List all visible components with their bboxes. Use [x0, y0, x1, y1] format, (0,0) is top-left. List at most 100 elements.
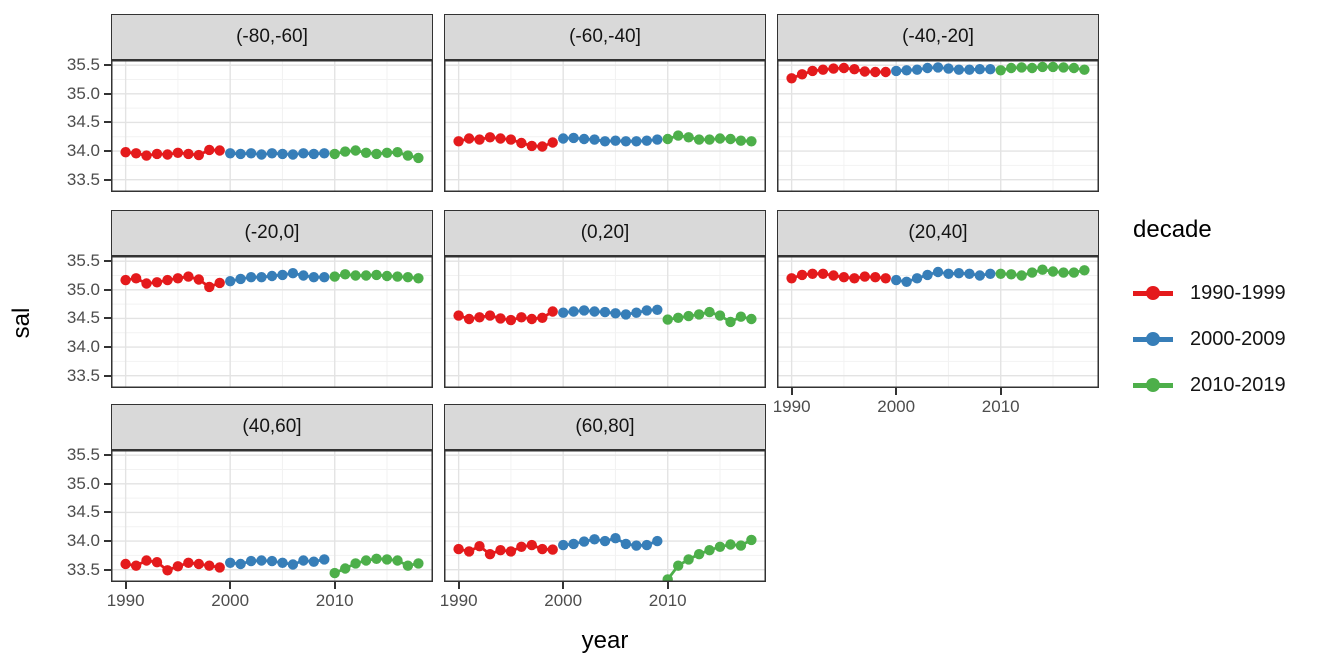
legend-key-glyph — [1133, 280, 1173, 306]
data-point — [828, 63, 839, 74]
data-point — [204, 281, 215, 293]
data-point — [725, 316, 736, 328]
data-point — [413, 152, 424, 164]
data-point — [599, 535, 611, 547]
data-point — [1058, 267, 1069, 278]
y-tick-label: 33.5 — [66, 365, 100, 385]
x-tick-label: 2010 — [648, 591, 687, 610]
data-point — [495, 313, 506, 324]
facet-strip-label: (-20,0] — [244, 222, 300, 243]
data-point — [849, 273, 860, 284]
x-tick-mark — [895, 388, 898, 395]
facet-strip-label: (-60,-40] — [569, 26, 641, 47]
legend-item: 1990-1999 — [1133, 270, 1286, 316]
data-point — [453, 543, 464, 555]
data-point — [673, 130, 684, 141]
data-point — [298, 555, 309, 566]
data-point — [319, 272, 330, 283]
data-point — [413, 558, 424, 569]
facet-strip: (60,80] — [444, 404, 766, 450]
y-tick-mark — [104, 511, 111, 514]
y-tick-label: 35.5 — [66, 445, 100, 465]
data-point — [922, 62, 933, 74]
data-point — [1037, 264, 1048, 275]
data-point — [641, 135, 652, 146]
x-axis-title: year — [581, 627, 629, 654]
data-point — [308, 148, 319, 160]
data-point — [516, 312, 527, 323]
data-point — [704, 306, 715, 318]
data-point — [578, 536, 590, 547]
data-point — [652, 134, 663, 145]
data-point — [516, 137, 527, 149]
data-point — [151, 277, 163, 288]
data-point — [1068, 267, 1080, 278]
y-tick-label: 35.5 — [66, 55, 100, 75]
facet-strip: (-80,-60] — [111, 14, 433, 60]
data-point — [870, 272, 881, 283]
data-point — [943, 268, 954, 279]
data-point — [932, 266, 944, 278]
data-point — [287, 149, 299, 160]
panel-background — [777, 60, 1099, 192]
data-point — [859, 66, 870, 77]
data-point — [558, 539, 569, 551]
data-point — [319, 148, 330, 159]
facet-panel — [777, 256, 1099, 388]
data-point — [746, 313, 757, 325]
data-point — [891, 274, 902, 286]
data-point — [505, 314, 517, 326]
data-point — [704, 545, 715, 556]
data-point — [266, 148, 278, 159]
data-point — [474, 541, 485, 552]
data-point — [1079, 265, 1090, 276]
data-point — [204, 144, 215, 156]
data-point — [547, 137, 558, 148]
data-point — [714, 310, 726, 321]
data-point — [631, 136, 642, 147]
y-tick-label: 34.5 — [66, 308, 100, 328]
data-point — [746, 534, 757, 546]
series-line-1990-1999 — [458, 543, 553, 556]
x-tick-label: 2000 — [877, 397, 916, 416]
data-point — [516, 541, 527, 552]
x-tick-mark — [666, 582, 669, 589]
data-point — [714, 133, 726, 144]
series-line-1990-1999 — [125, 275, 221, 289]
data-point — [662, 133, 673, 145]
data-point — [402, 150, 414, 161]
data-point — [537, 543, 548, 555]
data-point — [568, 132, 579, 144]
data-point — [183, 557, 194, 568]
data-point — [610, 308, 621, 319]
legend-point-swatch — [1146, 378, 1160, 392]
series-line-2000-2009 — [230, 151, 325, 156]
data-point — [911, 273, 923, 284]
data-point — [807, 268, 818, 279]
data-point — [193, 558, 204, 570]
data-point — [620, 538, 632, 550]
facet-strip-label: (60,80] — [575, 416, 635, 437]
series-line-2000-2009 — [563, 536, 658, 548]
data-point — [558, 307, 569, 318]
data-point — [172, 273, 184, 284]
data-point — [953, 64, 965, 75]
data-point — [1058, 62, 1069, 73]
legend-item-label: 2010-2019 — [1190, 373, 1286, 396]
data-point — [807, 65, 818, 77]
data-point — [329, 148, 340, 160]
data-point — [631, 307, 642, 318]
y-tick-label: 35.0 — [66, 83, 100, 103]
y-tick-mark — [104, 482, 111, 485]
data-point — [256, 272, 267, 283]
data-point — [413, 273, 424, 284]
data-point — [183, 148, 194, 160]
data-point — [402, 560, 414, 571]
data-point — [1068, 62, 1080, 74]
data-point — [381, 554, 393, 565]
x-tick-label: 1990 — [772, 397, 811, 416]
data-point — [235, 558, 246, 570]
data-point — [974, 64, 985, 75]
y-tick-label: 33.5 — [66, 559, 100, 579]
data-point — [495, 545, 506, 556]
